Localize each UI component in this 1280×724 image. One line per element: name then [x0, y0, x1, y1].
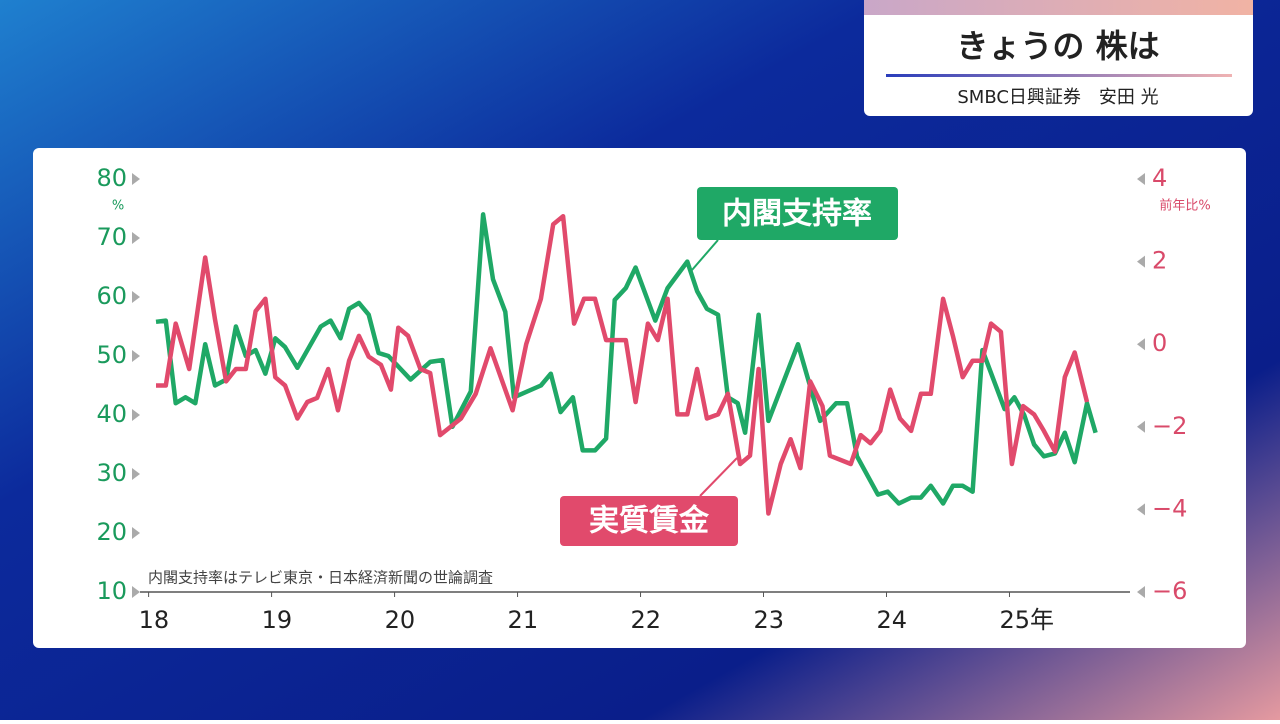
- y-tick-mark: [132, 409, 140, 421]
- header-box: [864, 0, 1253, 116]
- y2-tick-mark: [1137, 338, 1145, 351]
- y2-tick-label: 2: [1152, 247, 1167, 275]
- y2-tick-label: −6: [1152, 577, 1187, 605]
- y-tick-label: 60: [96, 282, 127, 310]
- y2-tick-label: −2: [1152, 412, 1187, 440]
- y-tick-mark: [132, 173, 140, 185]
- callout-line: [699, 457, 738, 497]
- callout-line: [691, 239, 719, 271]
- y2-tick-label: −4: [1152, 494, 1187, 522]
- legend-box: [697, 187, 898, 240]
- y-tick-mark: [132, 291, 140, 303]
- y2-tick-mark: [1137, 586, 1145, 598]
- y-tick-label: 20: [96, 518, 127, 546]
- x-tick-label: 19: [262, 606, 293, 634]
- x-tick-label: 18: [139, 606, 170, 634]
- y2-tick-mark: [1137, 503, 1145, 516]
- header-subtitle: SMBC日興証券 安田 光: [957, 87, 1158, 108]
- legend-label: 実質賃金: [589, 504, 710, 539]
- y-tick-label: 80: [96, 164, 127, 192]
- series-line: [155, 212, 1098, 506]
- y-tick-label: 30: [96, 459, 127, 487]
- x-tick-label: 25年: [999, 606, 1054, 634]
- y2-tick-mark: [1137, 173, 1145, 185]
- y-tick-label: 70: [96, 223, 127, 251]
- header-title: きょうの 株は: [956, 27, 1159, 65]
- legend-label: 内閣支持率: [722, 197, 872, 232]
- y-tick-label: 50: [96, 341, 127, 369]
- y2-tick-mark: [1137, 255, 1145, 268]
- y-tick-label: 10: [96, 577, 127, 605]
- header-strip: [864, 0, 1253, 15]
- source-note: 内閣支持率はテレビ東京・日本経済新聞の世論調査: [148, 569, 493, 587]
- x-tick-label: 20: [385, 606, 416, 634]
- x-tick-label: 22: [631, 606, 662, 634]
- header: きょうの 株は SMBC日興証券 安田 光: [864, 0, 1253, 116]
- y2-tick-mark: [1137, 420, 1145, 433]
- y2-tick-label: 4: [1152, 164, 1167, 192]
- series-line: [156, 213, 1090, 516]
- y-tick-mark: [132, 527, 140, 539]
- y2-unit: 前年比%: [1159, 198, 1210, 214]
- legend-box: [560, 496, 738, 546]
- y-tick-mark: [132, 468, 140, 480]
- header-rule: [886, 74, 1232, 77]
- y-tick-mark: [132, 232, 140, 244]
- y-unit: %: [112, 199, 124, 214]
- x-tick-label: 24: [876, 606, 907, 634]
- x-tick-label: 21: [508, 606, 539, 634]
- x-tick-label: 23: [754, 606, 785, 634]
- chart-panel: [33, 148, 1246, 648]
- y-tick-mark: [132, 586, 140, 598]
- y-tick-label: 40: [96, 400, 127, 428]
- y2-tick-label: 0: [1152, 329, 1167, 357]
- y-tick-mark: [132, 350, 140, 362]
